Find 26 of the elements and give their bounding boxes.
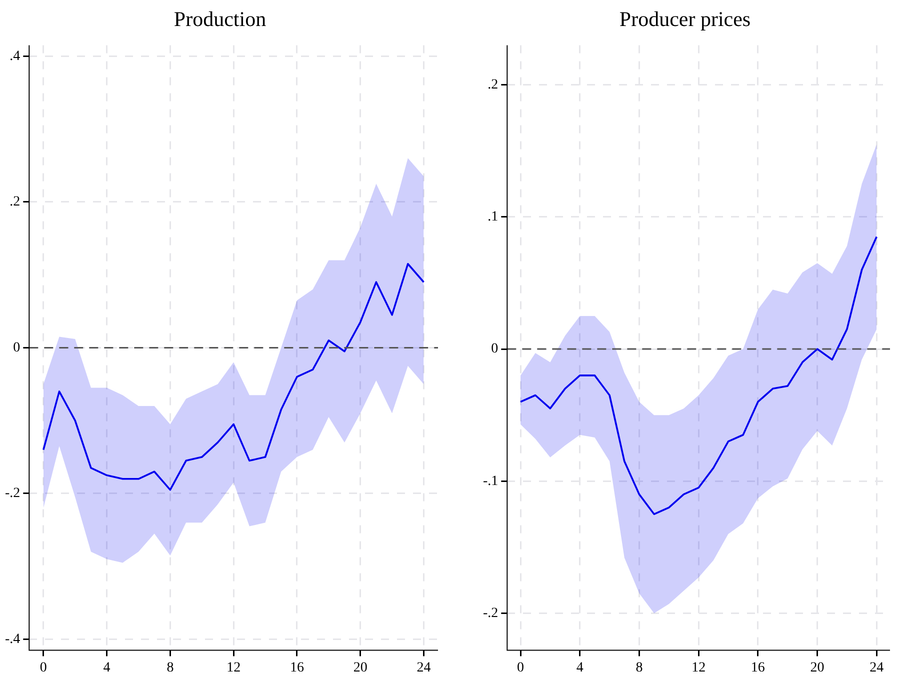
- x-tick-label: 12: [226, 660, 241, 676]
- chart-title: Producer prices: [619, 7, 751, 32]
- x-tick-label: 8: [636, 660, 643, 676]
- y-tick-label: -.2: [482, 606, 498, 621]
- y-tick-label: -.1: [482, 474, 498, 489]
- chart-title: Production: [174, 7, 267, 32]
- x-tick-label: 20: [810, 660, 824, 676]
- x-tick-label: 20: [353, 660, 368, 676]
- x-tick-label: 0: [40, 660, 47, 676]
- y-tick-label: .2: [488, 78, 498, 92]
- x-tick-label: 0: [517, 660, 524, 676]
- y-tick-label: -.2: [4, 486, 20, 502]
- y-tick-label: 0: [491, 342, 498, 357]
- x-tick-label: 4: [576, 660, 584, 676]
- x-tick-label: 12: [692, 660, 706, 676]
- x-tick-label: 24: [870, 660, 884, 676]
- x-tick-label: 16: [750, 660, 765, 676]
- y-tick-label: 0: [13, 340, 20, 356]
- x-tick-label: 16: [290, 660, 304, 676]
- x-tick-label: 24: [416, 660, 431, 676]
- x-tick-label: 8: [166, 660, 174, 676]
- y-tick-label: .2: [10, 194, 20, 210]
- x-tick-label: 4: [103, 660, 110, 676]
- y-tick-label: .4: [10, 48, 20, 64]
- y-tick-label: -.4: [4, 632, 20, 647]
- y-tick-label: .1: [488, 210, 498, 225]
